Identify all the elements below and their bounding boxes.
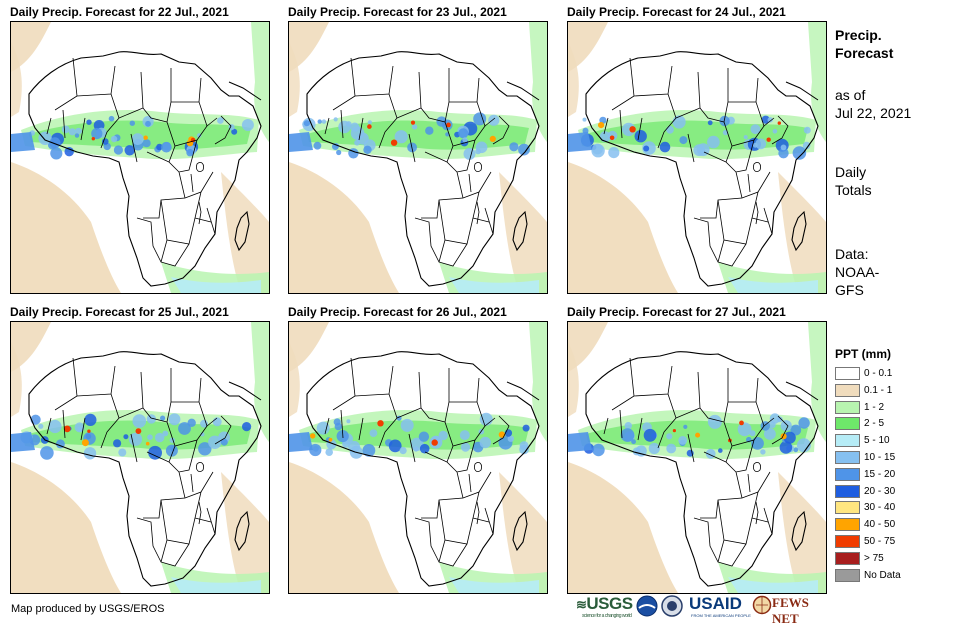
legend-swatch — [835, 383, 860, 397]
usaid-tagline: FROM THE AMERICAN PEOPLE — [691, 613, 751, 618]
legend-label: 5 - 10 — [864, 435, 890, 447]
legend-swatch — [835, 484, 860, 498]
legend-swatch — [835, 518, 860, 532]
sidebar-heading-line1: Precip. — [835, 27, 882, 43]
panel-title: Daily Precip. Forecast for 26 Jul., 2021 — [288, 305, 507, 319]
precip-map — [567, 321, 827, 594]
legend-label: 40 - 50 — [864, 519, 896, 531]
panel-title: Daily Precip. Forecast for 23 Jul., 2021 — [288, 5, 507, 19]
as-of-date: Jul 22, 2021 — [835, 105, 912, 121]
legend-label: 30 - 40 — [864, 502, 896, 514]
legend-swatch — [835, 551, 860, 565]
legend-label: 0 - 0.1 — [864, 368, 893, 379]
legend-title: PPT (mm) — [835, 347, 892, 361]
legend-swatch — [835, 534, 860, 548]
legend-swatch — [835, 501, 860, 515]
legend-label: 15 - 20 — [864, 468, 896, 480]
legend-label: 0.1 - 1 — [864, 384, 893, 396]
usgs-tagline: science for a changing world — [582, 613, 632, 619]
agency-seals-icon — [636, 595, 683, 617]
legend-label: 50 - 75 — [864, 535, 896, 547]
legend-swatch — [835, 450, 860, 464]
daily-label: Daily — [835, 164, 867, 180]
as-of-label: as of — [835, 87, 866, 103]
usaid-logo: USAID FROM THE AMERICAN PEOPLE — [689, 594, 751, 618]
legend-label: 10 - 15 — [864, 451, 896, 463]
usgs-logo: ≋USGS science for a changing world — [576, 594, 633, 619]
panel-title: Daily Precip. Forecast for 25 Jul., 2021 — [10, 305, 229, 319]
legend-swatch — [835, 417, 860, 431]
fews-net-logo: FEWS NET — [772, 595, 809, 626]
legend-label: 1 - 2 — [864, 401, 885, 413]
legend-label: > 75 — [864, 552, 884, 564]
legend-label: No Data — [864, 569, 901, 581]
sidebar-heading-line2: Forecast — [835, 45, 894, 61]
legend-swatch — [835, 568, 860, 582]
panel-title: Daily Precip. Forecast for 24 Jul., 2021 — [567, 5, 786, 19]
map-credit: Map produced by USGS/EROS — [11, 603, 165, 615]
fews-globe-icon — [752, 595, 772, 615]
usgs-wave-icon: ≋ — [576, 597, 587, 612]
data-label: Data: — [835, 246, 869, 262]
legend-label: 2 - 5 — [864, 418, 885, 430]
precip-map — [288, 321, 548, 594]
legend-swatch — [835, 400, 860, 414]
precip-map — [567, 21, 827, 294]
precip-map — [10, 21, 270, 294]
totals-label: Totals — [835, 182, 872, 198]
legend-label: 20 - 30 — [864, 485, 896, 497]
panel-title: Daily Precip. Forecast for 27 Jul., 2021 — [567, 305, 786, 319]
legend-swatch — [835, 467, 860, 481]
data-source-line1: NOAA- — [835, 264, 880, 280]
precip-map — [288, 21, 548, 294]
data-source-line2: GFS — [835, 282, 864, 298]
precip-map — [10, 321, 270, 594]
legend-swatch — [835, 434, 860, 448]
legend-swatch — [835, 367, 860, 380]
panel-title: Daily Precip. Forecast for 22 Jul., 2021 — [10, 5, 229, 19]
logo-strip: ≋USGS science for a changing world USAID… — [576, 592, 826, 626]
